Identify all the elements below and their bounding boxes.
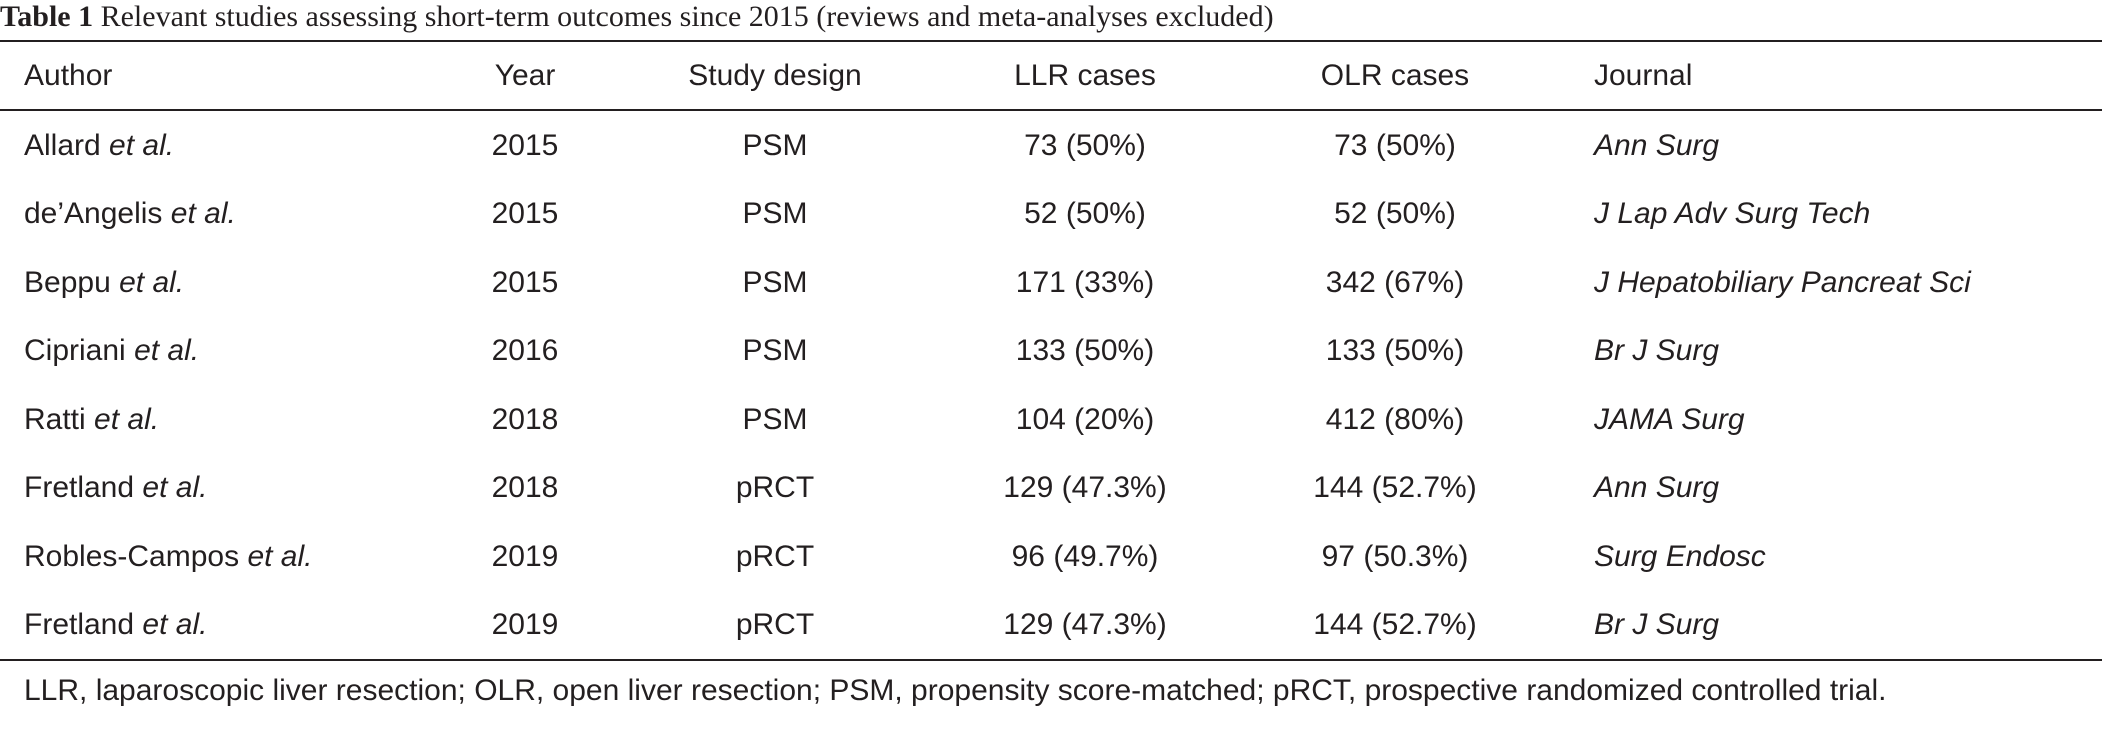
llr-cases-cell: 52 (50%) [1024,197,1146,230]
journal-cell: Ann Surg [1594,454,1719,523]
journal-name: Br J Surg [1594,334,1720,367]
study-design-cell: pRCT [735,539,815,573]
table-footnote: LLR, laparoscopic liver resection; OLR, … [24,674,1887,707]
et-al-text: et al. [119,265,185,299]
author-name: Fretland [24,608,135,641]
table-row: Ratti et al. 2018 PSM 104 (20%) 412 (80%) JAM… [0,385,2102,454]
table-bottom-rule [0,659,2102,661]
author-cell: Fretland et al. [24,454,207,523]
author-cell: Cipriani et al. [24,317,199,386]
author-name: Cipriani [24,334,126,367]
year-cell: 2016 [491,334,559,367]
et-al-text: et al. [142,608,208,641]
study-design-cell: pRCT [735,471,815,504]
et-al-text: et al. [94,402,160,436]
llr-cases-cell: 73 (50%) [1024,128,1146,162]
table-row: Robles-Campos et al. 2019 pRCT 96 (49.7%) 97… [0,522,2102,591]
author-name: Robles-Campos [24,539,240,573]
table-caption-text: Relevant studies assessing short-term ou… [100,0,1274,33]
study-design-cell: pRCT [735,608,815,641]
author-cell: Robles-Campos et al. [24,522,312,591]
et-al-text: et al. [109,128,175,162]
olr-cases-cell: 52 (50%) [1334,197,1456,230]
column-header-llr-cases: LLR cases [1014,58,1156,92]
journal-cell: Ann Surg [1594,111,1719,180]
journal-cell: Surg Endosc [1594,522,1766,591]
table-label: Table 1 [0,0,94,33]
journal-cell: J Hepatobiliary Pancreat Sci [1594,248,1971,317]
study-design-cell: PSM [742,128,808,162]
llr-cases-cell: 104 (20%) [1015,402,1155,436]
et-al-text: et al. [170,197,236,230]
olr-cases-cell: 97 (50.3%) [1321,539,1469,573]
year-cell: 2015 [491,197,559,230]
journal-name: Ann Surg [1594,471,1720,504]
table-header-row: Author Year Study design LLR cases OLR c… [0,42,2102,109]
year-cell: 2018 [491,402,559,436]
olr-cases-cell: 144 (52.7%) [1313,608,1477,641]
column-header-olr-cases: OLR cases [1320,58,1470,92]
author-cell: Allard et al. [24,111,174,180]
table-top-rule [0,40,2102,42]
journal-cell: Br J Surg [1594,317,1719,386]
column-header-author: Author [24,58,113,92]
column-header-study-design: Study design [688,58,862,92]
journal-name: JAMA Surg [1594,402,1745,436]
author-cell: Beppu et al. [24,248,184,317]
olr-cases-cell: 342 (67%) [1325,265,1465,299]
llr-cases-cell: 133 (50%) [1015,334,1155,367]
olr-cases-cell: 133 (50%) [1325,334,1465,367]
study-design-cell: PSM [742,197,808,230]
journal-name: Ann Surg [1594,128,1720,162]
journal-name: Surg Endosc [1594,539,1766,573]
journal-name: Br J Surg [1594,608,1720,641]
year-cell: 2015 [491,265,559,299]
table-header-rule [0,109,2102,111]
author-name: Beppu [24,265,111,299]
llr-cases-cell: 129 (47.3%) [1003,608,1167,641]
author-name: Ratti [24,402,86,436]
year-cell: 2019 [491,608,559,641]
author-name: Allard [24,128,101,162]
author-cell: de’Angelis et al. [24,180,236,249]
journal-name: J Lap Adv Surg Tech [1594,197,1871,230]
journal-cell: Br J Surg [1594,591,1719,660]
table-row: Cipriani et al. 2016 PSM 133 (50%) 133 (50%)… [0,317,2102,386]
table-row: Beppu et al. 2015 PSM 171 (33%) 342 (67%) J H… [0,248,2102,317]
olr-cases-cell: 412 (80%) [1325,402,1465,436]
study-design-cell: PSM [742,334,808,367]
year-cell: 2019 [491,539,559,573]
author-cell: Ratti et al. [24,385,159,454]
table-row: Fretland et al. 2019 pRCT 129 (47.3%) 144 (5… [0,591,2102,660]
table-caption: Table 1 Relevant studies assessing short… [0,0,2102,40]
journal-cell: JAMA Surg [1594,385,1745,454]
author-name: Fretland [24,471,135,504]
llr-cases-cell: 129 (47.3%) [1003,471,1167,504]
llr-cases-cell: 96 (49.7%) [1011,539,1159,573]
llr-cases-cell: 171 (33%) [1015,265,1155,299]
et-al-text: et al. [142,471,208,504]
olr-cases-cell: 144 (52.7%) [1313,471,1477,504]
study-design-cell: PSM [742,402,808,436]
year-cell: 2015 [491,128,559,162]
et-al-text: et al. [134,334,200,367]
journal-name: J Hepatobiliary Pancreat Sci [1594,265,1971,299]
et-al-text: et al. [247,539,313,573]
table-row: Allard et al. 2015 PSM 73 (50%) 73 (50%) Ann … [0,111,2102,180]
author-cell: Fretland et al. [24,591,207,660]
study-design-cell: PSM [742,265,808,299]
journal-cell: J Lap Adv Surg Tech [1594,180,1870,249]
year-cell: 2018 [491,471,559,504]
table-row: Fretland et al. 2018 pRCT 129 (47.3%) 144 (5… [0,454,2102,523]
olr-cases-cell: 73 (50%) [1334,128,1456,162]
table-row: de’Angelis et al. 2015 PSM 52 (50%) 52 (50%)… [0,180,2102,249]
column-header-journal: Journal [1594,58,1693,92]
author-name: de’Angelis [24,197,163,230]
column-header-year: Year [494,58,556,92]
